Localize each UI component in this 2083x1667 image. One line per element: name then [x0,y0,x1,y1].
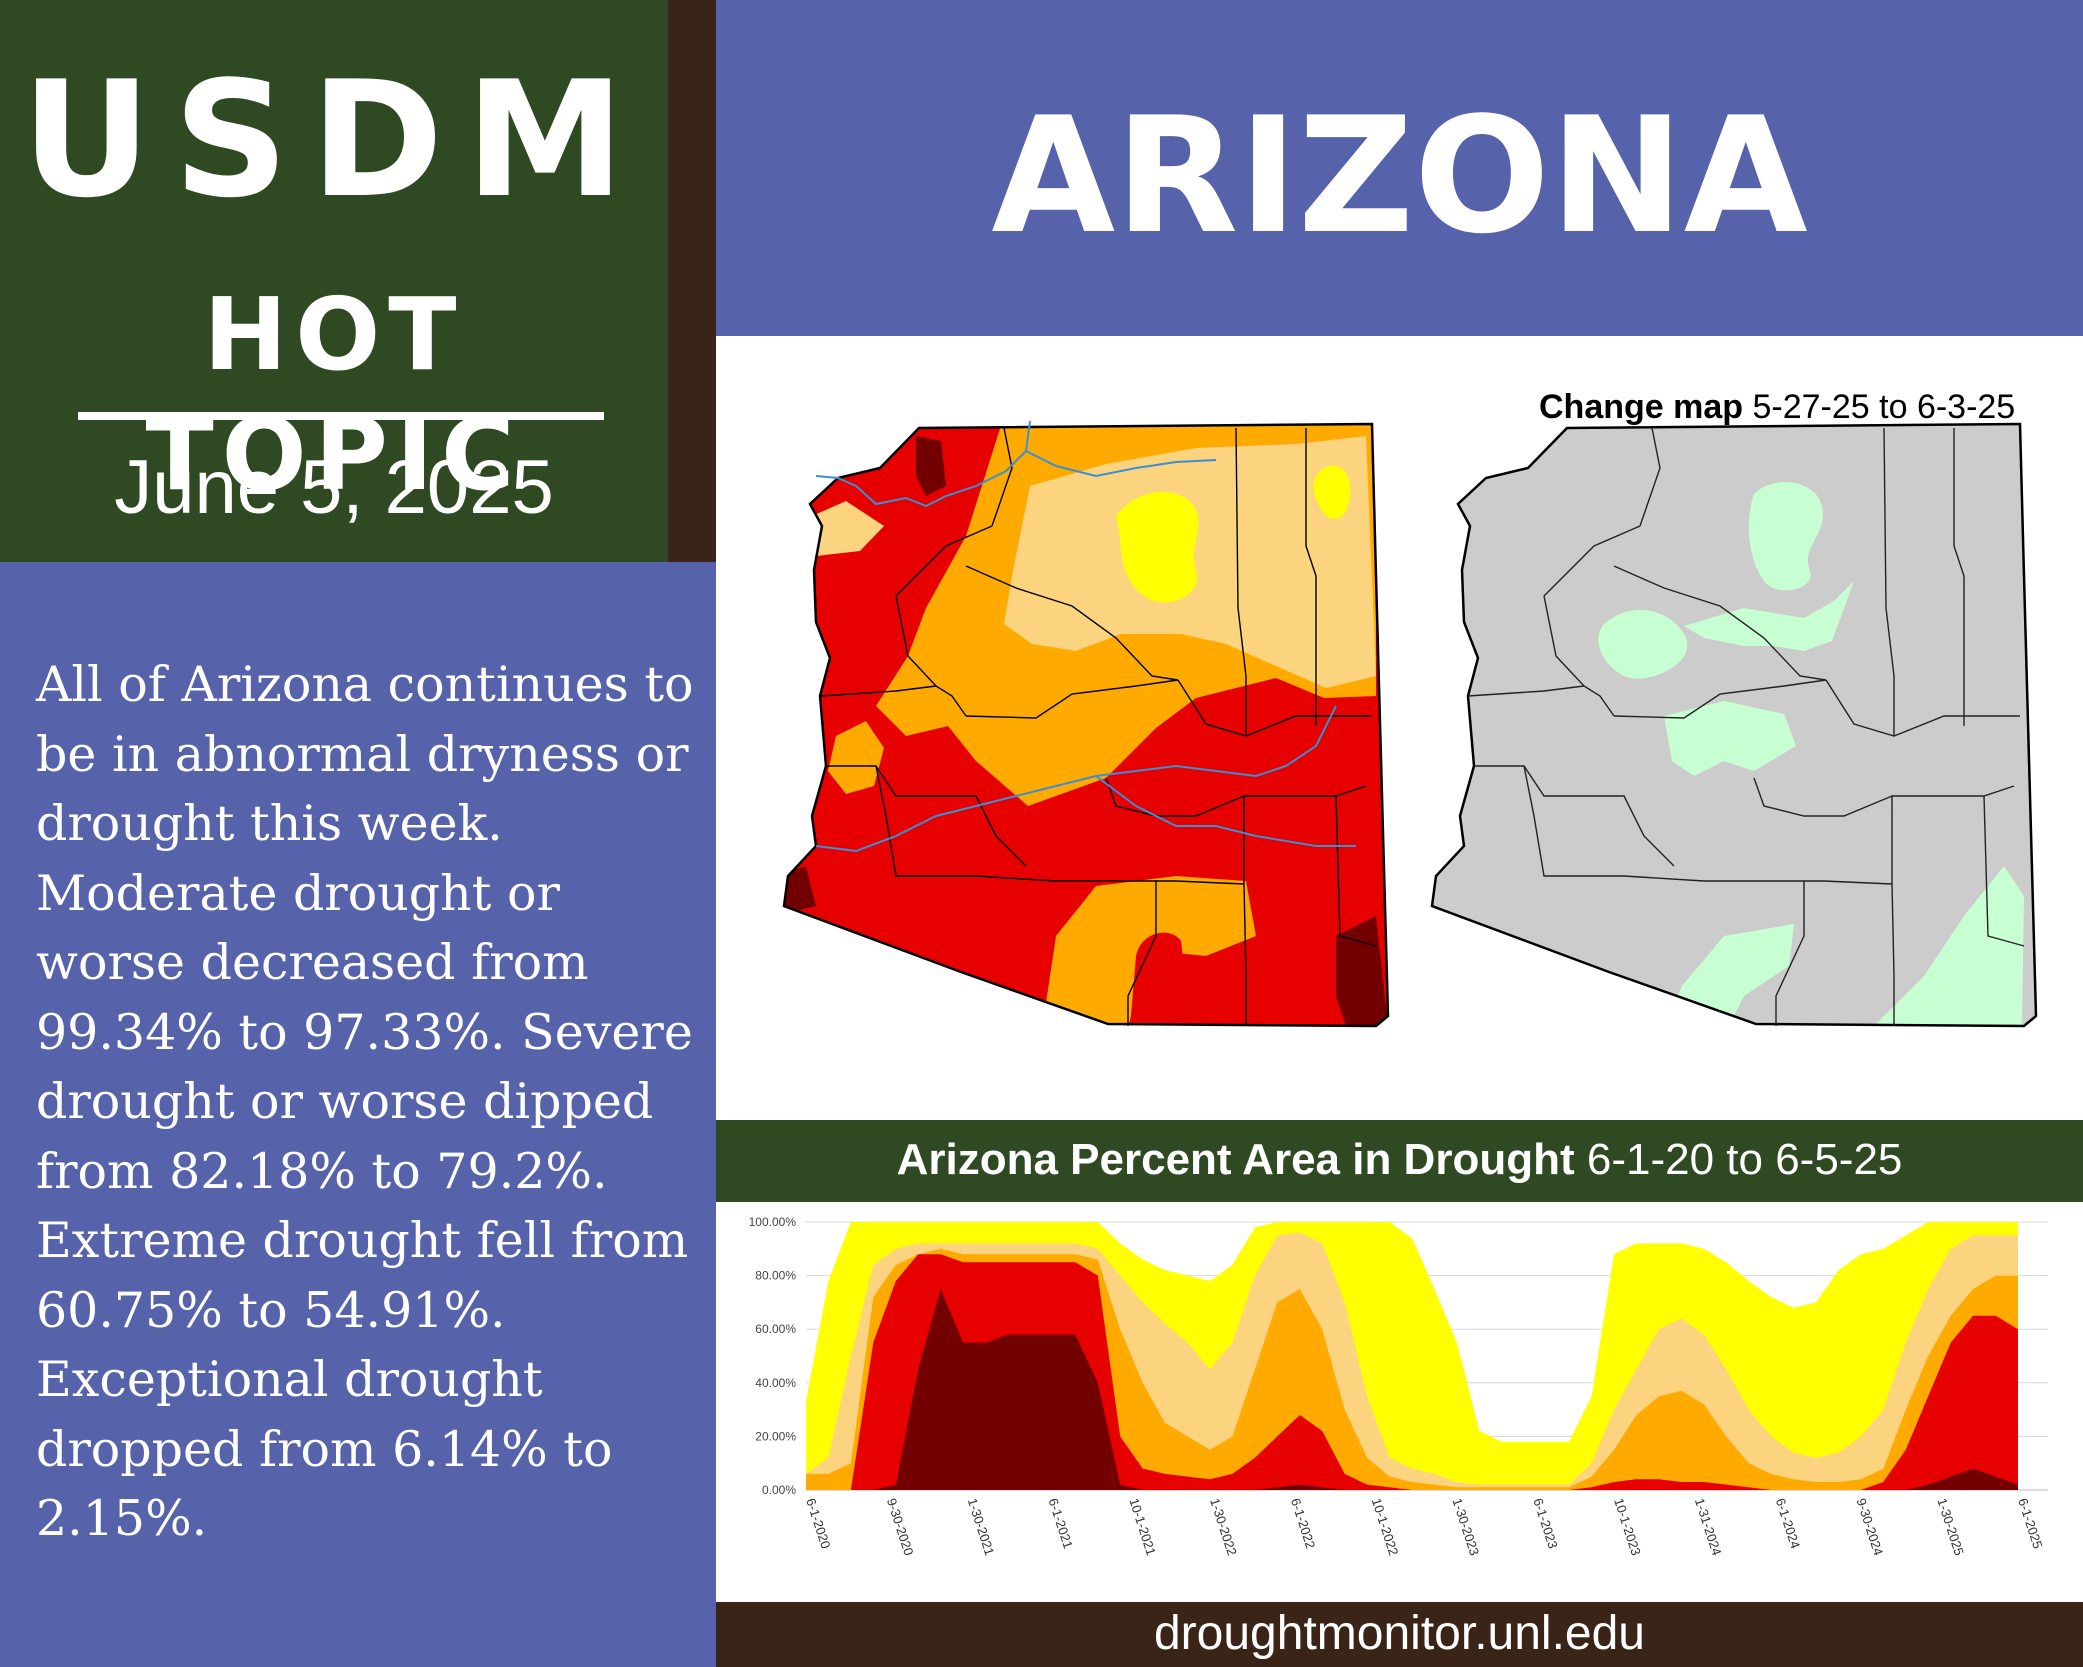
summary-panel: All of Arizona continues to be in abnorm… [0,562,716,1667]
state-title: ARIZONA [991,82,1808,269]
summary-text: All of Arizona continues to be in abnorm… [36,656,694,1547]
y-tick-label: 40.00% [755,1376,796,1390]
x-tick-label: 9-30-2020 [884,1496,917,1557]
footer: droughtmonitor.unl.edu [716,1602,2083,1667]
change-map-title: Change map 5-27-25 to 6-3-25 [1539,388,2015,427]
chart-title: Arizona Percent Area in Drought [896,1135,1575,1184]
y-tick-label: 80.00% [755,1269,796,1283]
x-tick-label: 6-1-2020 [803,1496,833,1550]
x-tick-label: 1-31-2024 [1692,1496,1725,1557]
x-tick-label: 6-1-2025 [2015,1496,2045,1550]
chart-date-range: 6-1-20 to 6-5-25 [1586,1135,1903,1184]
maps-panel: Change map 5-27-25 to 6-3-25 [716,336,2083,1120]
d0-region [1116,491,1199,603]
series-area-D3 [806,1254,2018,1490]
title-bar: ARIZONA [716,0,2083,336]
publish-date: June 5, 2025 [114,445,554,530]
brand-divider [78,412,604,420]
series-area-D4 [806,1289,2018,1490]
footer-url: droughtmonitor.unl.edu [1153,1607,1645,1660]
chart-area: 0.00% 20.00% 40.00% 60.00% 80.00% 100.00% 6-1… [716,1202,2083,1602]
d4-northwest [916,436,946,496]
y-tick-label: 100.00% [749,1215,797,1229]
x-tick-label: 10-1-2022 [1369,1496,1402,1557]
brand-panel: USDM HOT TOPIC June 5, 2025 [0,0,668,562]
y-tick-label: 60.00% [755,1322,796,1336]
improvement-region [1748,482,1823,591]
x-tick-label: 6-1-2023 [1530,1496,1560,1550]
x-tick-label: 1-30-2025 [1934,1496,1967,1557]
y-tick-label: 20.00% [755,1429,796,1443]
x-tick-label: 6-1-2021 [1046,1496,1076,1550]
x-tick-label: 1-30-2023 [1450,1496,1483,1557]
drought-map [782,420,1390,1028]
drought-percent-chart: 0.00% 20.00% 40.00% 60.00% 80.00% 100.00% 6-1… [749,1215,2048,1557]
change-map-label: Change map [1539,388,1744,426]
x-tick-label: 1-30-2022 [1207,1496,1240,1557]
x-tick-label: 1-30-2021 [965,1496,998,1557]
y-tick-label: 0.00% [762,1483,796,1497]
d4-southeast [1336,916,1388,1026]
x-tick-label: 6-1-2024 [1773,1496,1803,1550]
brand-title: USDM [21,46,647,233]
change-map-range: 5-27-25 to 6-3-25 [1752,388,2016,426]
chart-header: Arizona Percent Area in Drought 6-1-20 t… [716,1120,2083,1202]
x-tick-label: 6-1-2022 [1288,1496,1318,1550]
x-tick-label: 9-30-2024 [1854,1496,1887,1557]
x-tick-label: 10-1-2023 [1611,1496,1644,1557]
change-map [1430,422,2038,1028]
x-tick-label: 10-1-2021 [1126,1496,1159,1557]
